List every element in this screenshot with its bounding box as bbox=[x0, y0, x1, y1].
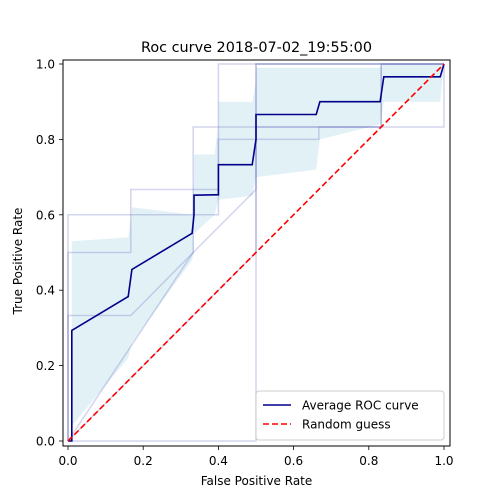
y-tick-label: 0.8 bbox=[36, 133, 55, 147]
x-tick-label: 0.2 bbox=[134, 454, 153, 468]
y-tick-label: 0.0 bbox=[36, 435, 55, 449]
y-tick-label: 0.2 bbox=[36, 359, 55, 373]
x-tick-label: 0.4 bbox=[209, 454, 228, 468]
y-tick-label: 1.0 bbox=[36, 58, 55, 72]
x-axis-label: False Positive Rate bbox=[201, 474, 313, 488]
chart-title: Roc curve 2018-07-02_19:55:00 bbox=[141, 40, 372, 56]
x-tick-label: 0.0 bbox=[58, 454, 77, 468]
y-axis-label: True Positive Rate bbox=[11, 208, 25, 316]
y-tick-label: 0.6 bbox=[36, 208, 55, 222]
y-tick-label: 0.4 bbox=[36, 284, 55, 298]
x-tick-label: 0.8 bbox=[359, 454, 378, 468]
x-tick-label: 0.6 bbox=[284, 454, 303, 468]
legend-label-random-guess: Random guess bbox=[302, 418, 391, 432]
x-tick-label: 1.0 bbox=[434, 454, 453, 468]
legend: Average ROC curve Random guess bbox=[256, 391, 444, 440]
legend-label-average-roc: Average ROC curve bbox=[302, 399, 419, 413]
